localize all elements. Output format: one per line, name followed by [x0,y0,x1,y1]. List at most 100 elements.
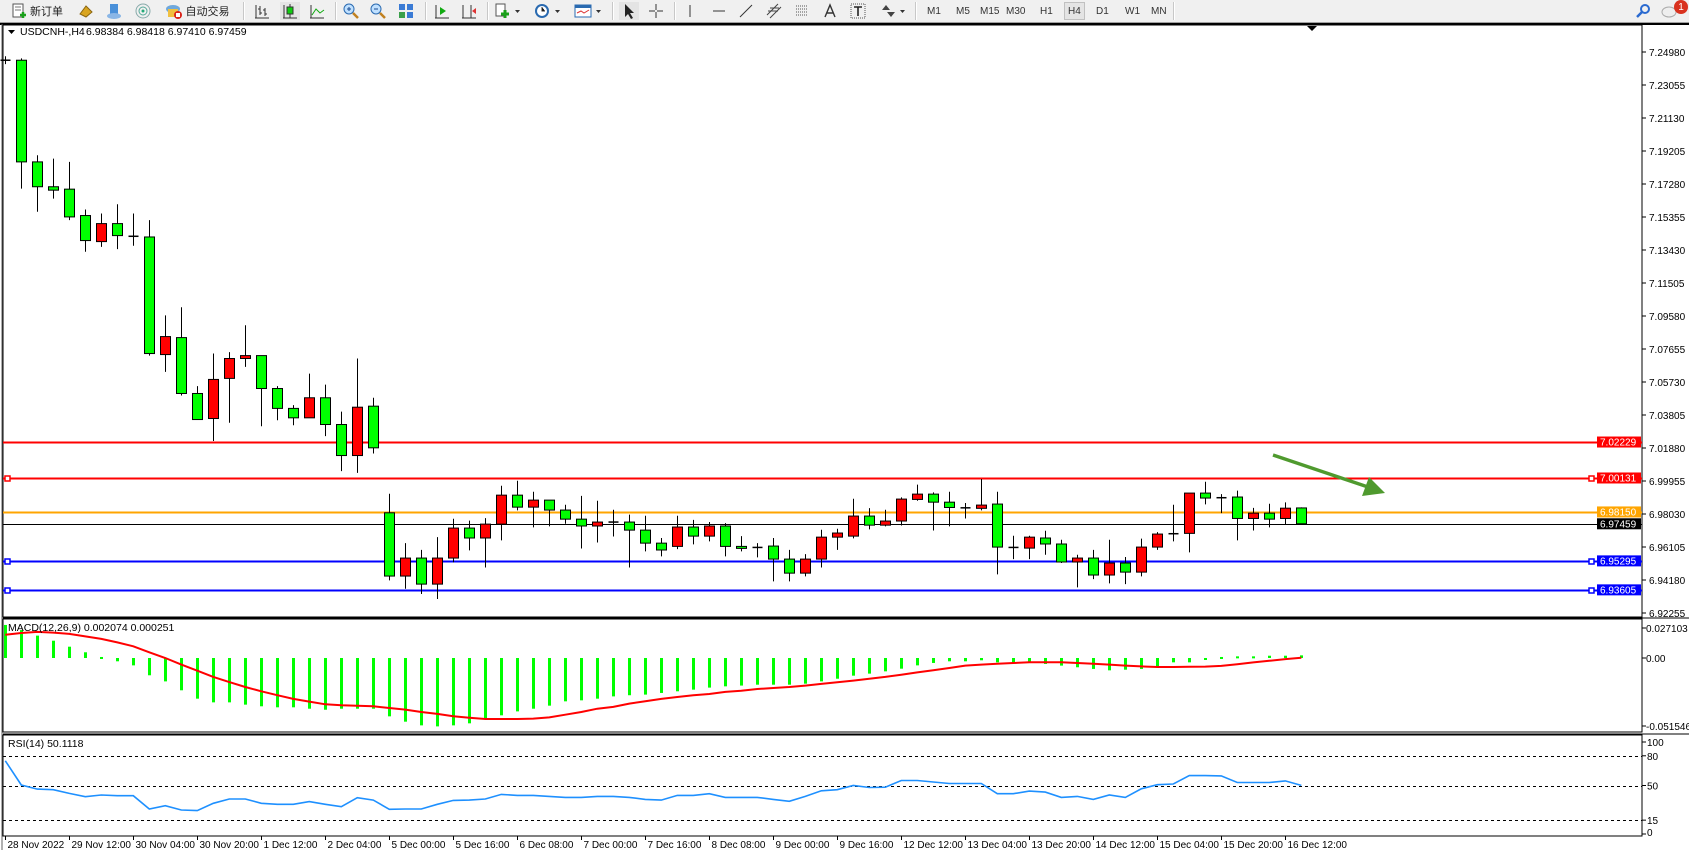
rsi-axis-label: 50 [1647,782,1659,793]
level-anchor-marker[interactable] [1588,558,1595,565]
macd-histogram-bar [356,658,359,709]
search-button[interactable] [1634,2,1652,20]
rsi-pane[interactable] [2,734,1643,837]
level-price-tag [1597,506,1641,518]
candle-body [800,558,811,574]
timeframe-d1[interactable]: D1 [1096,5,1109,17]
level-anchor-marker[interactable] [4,558,11,565]
macd-axis-label: 0.027103 [1646,624,1688,635]
cursor-button[interactable] [619,2,639,20]
chart-shift-marker[interactable] [1307,26,1317,31]
macd-histogram-bar [612,658,615,697]
timeframe-w1[interactable]: W1 [1125,5,1140,17]
line-chart-icon [310,5,325,19]
candle [1216,494,1227,514]
candle-body [480,523,491,539]
level-anchor-marker[interactable] [1588,587,1595,594]
macd-histogram-bar [900,658,903,669]
vertical-line-icon [689,5,691,17]
zoom-in-button[interactable] [341,2,361,20]
time-axis-label: 30 Nov 04:00 [136,840,196,850]
indicators-button[interactable] [493,2,523,20]
vertical-line-button[interactable] [680,2,700,20]
timeframe-h1[interactable]: H1 [1040,5,1053,17]
candle-body [1136,546,1147,573]
templates-button[interactable] [572,2,606,20]
level-anchor-marker[interactable] [4,475,11,482]
level-price-tag [1597,436,1641,448]
macd-histogram-bar [820,658,823,682]
rsi-label: RSI(14) 50.1118 [8,738,84,750]
time-axis-label: 13 Dec 04:00 [968,840,1028,850]
fibonacci-button[interactable] [793,2,813,20]
bar-chart-button[interactable] [252,2,272,20]
time-axis-label: 9 Dec 16:00 [840,840,894,850]
trend-arrow-annotation[interactable] [1272,453,1385,496]
candle [944,491,955,527]
macd-histogram-bar [676,658,679,692]
price-axis-label: 7.19205 [1649,147,1686,158]
candle-body [304,397,315,419]
candle-body [1088,557,1099,576]
tile-windows-button[interactable] [396,2,416,20]
timeframe-mn[interactable]: MN [1151,5,1167,17]
market-button[interactable] [104,2,124,20]
candle [288,405,299,426]
candle-body [864,515,875,526]
candle [1104,539,1115,584]
line-chart-button[interactable] [307,2,327,20]
timeframe-m5[interactable]: M5 [956,5,970,17]
timeframe-m30[interactable]: M30 [1006,5,1026,17]
macd-histogram-bar [1220,656,1223,659]
text-icon [824,3,836,18]
timeframe-m1[interactable]: M1 [927,5,941,17]
main-chart-pane[interactable] [2,24,1643,618]
chart-menu-triangle-icon[interactable] [8,30,15,34]
trendline-button[interactable] [736,2,756,20]
candlestick-button[interactable] [280,2,300,20]
text-label-button[interactable] [848,2,868,20]
candle [496,485,507,541]
periods-button[interactable] [532,2,564,20]
chart-shift-button[interactable] [459,2,479,20]
signals-button[interactable] [133,2,153,20]
rsi-axis-label: 100 [1647,738,1664,749]
chart-ohlc-label: 6.98384 6.98418 6.97410 6.97459 [86,26,247,38]
arrows-button[interactable] [877,2,909,20]
timeframe-h4[interactable]: H4 [1064,2,1085,20]
auto-trading-icon [165,5,182,19]
macd-histogram-bar [596,658,599,699]
crosshair-button[interactable] [646,2,666,20]
auto-scroll-button[interactable] [432,2,452,20]
candle-body [944,501,955,508]
level-anchor-marker[interactable] [4,587,11,594]
macd-layer [4,624,1303,727]
candle [1280,502,1291,525]
candle-body [512,494,523,508]
candle-body [544,499,555,511]
candle [480,518,491,568]
level-anchor-marker[interactable] [1588,475,1595,482]
macd-histogram-bar [36,635,39,658]
macd-histogram-bar [164,658,167,682]
horizontal-line-button[interactable] [709,2,729,20]
text-button[interactable] [820,2,840,20]
zoom-out-button[interactable] [368,2,388,20]
equidistant-channel-button[interactable] [764,2,784,20]
gold-bars-button[interactable] [76,2,96,20]
search-icon [1636,4,1650,18]
candle [368,397,379,454]
price-axis-label: 6.96105 [1649,543,1686,554]
new-order-button[interactable]: 新订单 [4,2,70,20]
timeframe-m15[interactable]: M15 [980,5,1000,17]
time-axis-label: 8 Dec 08:00 [712,840,766,850]
candle [1200,481,1211,505]
auto-trading-button[interactable]: 自动交易 [160,2,234,20]
bar-chart-icon [255,5,269,19]
candle [1152,532,1163,550]
macd-histogram-bar [116,658,119,662]
candle-body [320,397,331,426]
candle [1072,554,1083,588]
candle-body [208,378,219,420]
